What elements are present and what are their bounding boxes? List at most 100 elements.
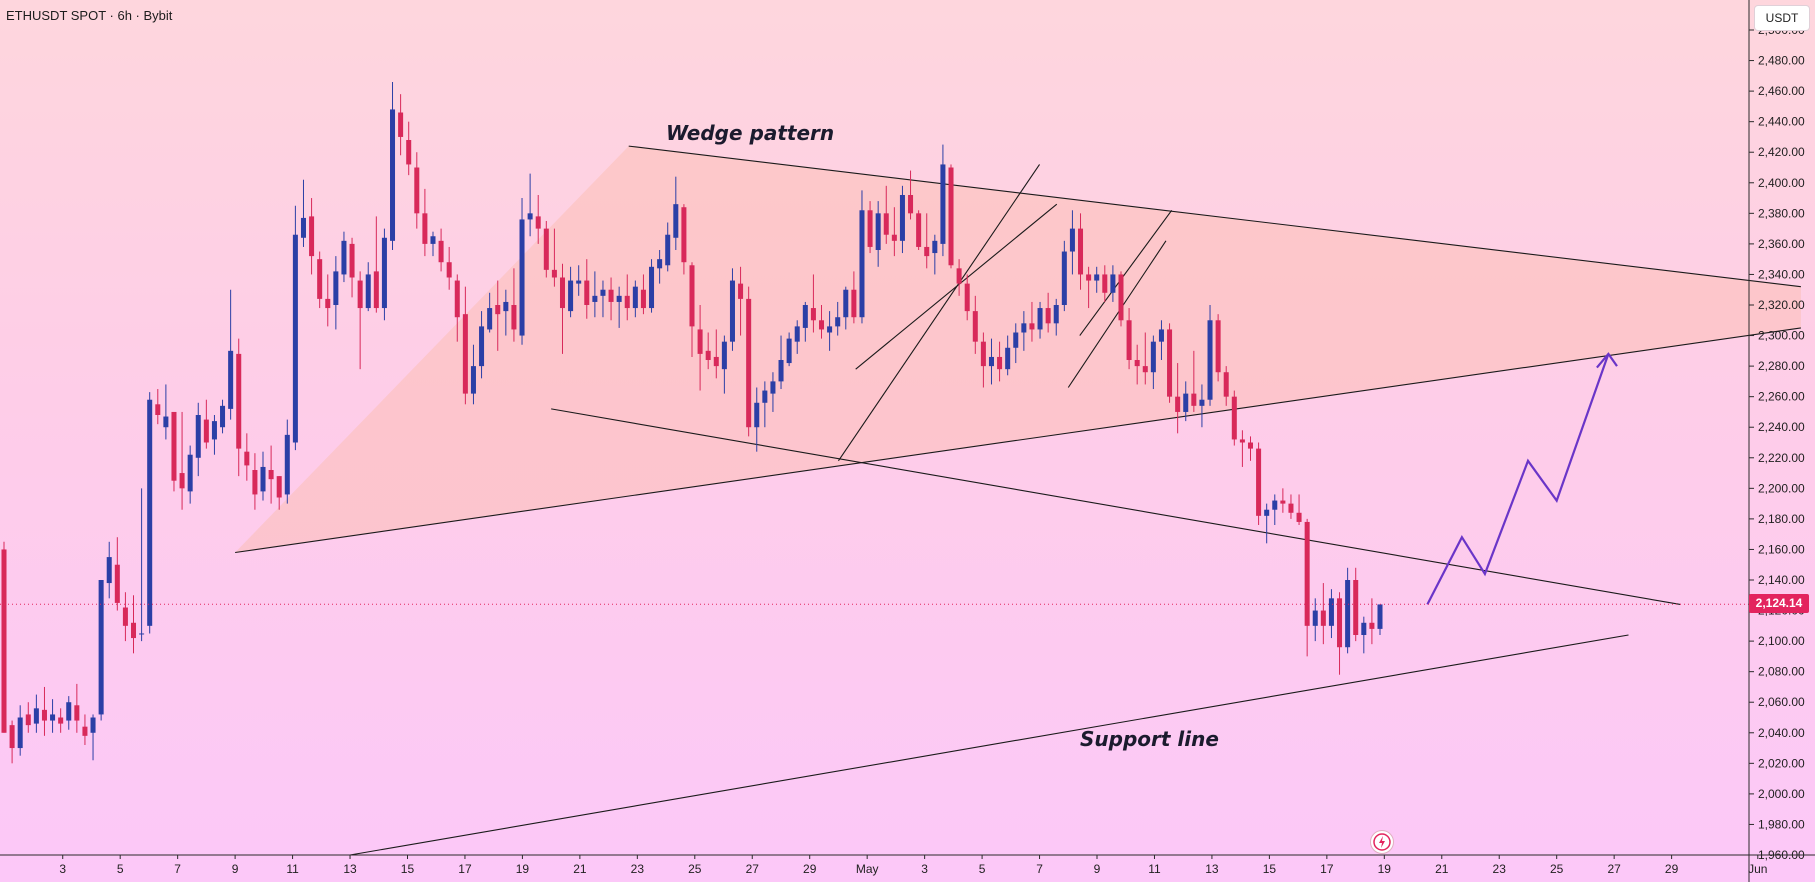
- candle-body: [640, 289, 646, 309]
- candle-body: [746, 298, 752, 428]
- wedge-upper-line: [628, 145, 1801, 288]
- candle-body: [713, 356, 719, 367]
- candle-body: [1191, 393, 1197, 406]
- time-tick-label: 11: [1148, 862, 1161, 876]
- candle-body: [373, 271, 379, 309]
- candle-body: [827, 326, 833, 333]
- candle-body: [738, 283, 744, 299]
- candle-body: [106, 557, 112, 584]
- candle-body: [867, 210, 873, 247]
- candle-body: [1045, 308, 1051, 324]
- price-tick-label: 2,160.00: [1758, 542, 1805, 556]
- candle-body: [1361, 622, 1367, 635]
- candle-body: [430, 236, 436, 244]
- time-tick-label: 13: [1205, 862, 1219, 876]
- candle-body: [786, 338, 792, 364]
- candle-body: [778, 360, 784, 382]
- candle-body: [390, 109, 396, 241]
- candle-body: [1328, 598, 1334, 626]
- candle-body: [972, 311, 978, 342]
- candle-body: [66, 702, 72, 721]
- time-tick-label: 23: [631, 862, 645, 876]
- candle-body: [1142, 366, 1148, 373]
- candle-body: [130, 622, 137, 639]
- price-tick-label: 2,300.00: [1758, 329, 1805, 343]
- time-tick-label: 25: [688, 862, 702, 876]
- candle-body: [300, 217, 306, 238]
- candle-body: [503, 301, 509, 312]
- candle-body: [276, 476, 282, 498]
- time-tick-label: 27: [746, 862, 760, 876]
- candle-body: [1, 549, 7, 733]
- symbol-title[interactable]: ETHUSDT SPOT · 6h · Bybit: [6, 8, 173, 23]
- candle-body: [114, 564, 120, 603]
- candle-body: [1118, 274, 1124, 321]
- candle-body: [1345, 580, 1351, 648]
- candle-body: [616, 295, 622, 302]
- candle-body: [754, 402, 760, 428]
- candle-body: [1256, 448, 1262, 516]
- candle-body: [1239, 439, 1245, 443]
- candle-body: [479, 326, 485, 367]
- candle-body: [1288, 503, 1294, 513]
- candle-body: [940, 164, 946, 244]
- time-tick-label: 17: [458, 862, 472, 876]
- time-tick-label: 19: [1378, 862, 1392, 876]
- candle-body: [818, 320, 825, 330]
- candle-body: [195, 415, 201, 458]
- time-tick-label: 23: [1493, 862, 1507, 876]
- price-tick-label: 2,480.00: [1758, 54, 1805, 68]
- candle-body: [1272, 500, 1278, 510]
- channel-1-line-2: [855, 203, 1058, 370]
- price-tick-label: 2,040.00: [1758, 726, 1805, 740]
- currency-button[interactable]: USDT: [1755, 6, 1809, 30]
- candle-body: [268, 470, 274, 480]
- candle-body: [673, 204, 679, 238]
- candle-body: [1296, 512, 1302, 522]
- candle-body: [74, 705, 80, 721]
- candle-body: [721, 341, 727, 370]
- price-tick-label: 2,220.00: [1758, 451, 1805, 465]
- candle-body: [1247, 442, 1254, 449]
- projection-path: [1426, 353, 1610, 605]
- candle-body: [454, 280, 460, 318]
- candle-body: [948, 167, 954, 266]
- candle-body: [632, 286, 638, 309]
- candle-body: [1199, 399, 1205, 406]
- candle-body: [147, 399, 153, 626]
- price-tick-label: 2,060.00: [1758, 695, 1805, 709]
- candle-body: [462, 314, 468, 394]
- candle-body: [228, 350, 234, 409]
- time-tick-label: 3: [59, 862, 66, 876]
- candle-body: [1353, 580, 1359, 635]
- price-tick-label: 2,380.00: [1758, 206, 1805, 220]
- time-tick-label: 7: [1036, 862, 1043, 876]
- candle-body: [398, 112, 404, 137]
- candle-body: [1037, 308, 1043, 330]
- time-tick-label: 3: [921, 862, 928, 876]
- candle-body: [438, 240, 444, 263]
- time-tick-label: 9: [1094, 862, 1101, 876]
- channel-2-line-2: [1079, 209, 1173, 336]
- candle-body: [33, 708, 39, 724]
- time-tick-label: 5: [979, 862, 986, 876]
- wedge-pattern-label: Wedge pattern: [666, 121, 835, 145]
- candle-body: [705, 350, 711, 360]
- candle-body: [236, 353, 242, 449]
- support-line-label: Support line: [1080, 727, 1219, 751]
- candle-body: [899, 195, 905, 241]
- candle-body: [357, 280, 363, 309]
- candle-body: [600, 289, 606, 296]
- candle-body: [689, 265, 695, 327]
- last-price-badge: 2,124.14: [1749, 594, 1809, 613]
- lightning-alert-icon[interactable]: [1370, 830, 1394, 854]
- time-tick-label: 5: [117, 862, 124, 876]
- candle-body: [1053, 305, 1059, 324]
- candle-body: [325, 298, 331, 309]
- candle-body: [333, 271, 339, 305]
- candle-body: [422, 213, 428, 244]
- candle-body: [924, 246, 930, 257]
- candle-body: [317, 259, 323, 299]
- candle-body: [843, 289, 849, 318]
